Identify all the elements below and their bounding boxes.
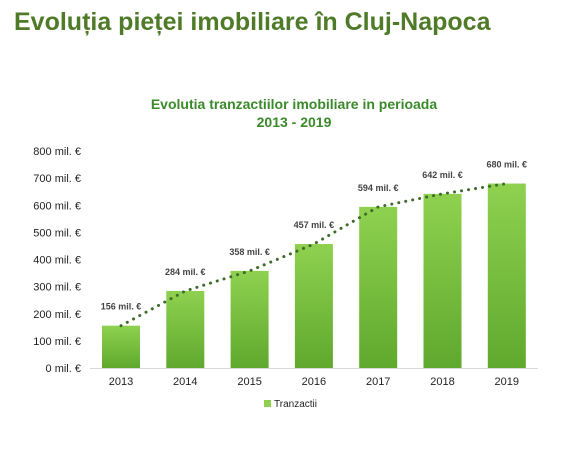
data-label: 358 mil. € <box>229 247 270 257</box>
legend: Tranzactii <box>264 399 317 410</box>
legend-swatch <box>264 400 271 407</box>
data-label: 457 mil. € <box>294 220 335 230</box>
bar <box>102 325 140 368</box>
bar <box>359 206 398 368</box>
y-tick-label: 0 mil. € <box>46 363 81 375</box>
x-tick-label: 2013 <box>109 376 133 388</box>
x-tick-label: 2019 <box>495 376 519 388</box>
bar <box>423 193 462 368</box>
y-tick-label: 200 mil. € <box>33 309 81 321</box>
bar <box>487 183 526 368</box>
chart-title-line-2: 2013 - 2019 <box>257 114 332 130</box>
x-tick-label: 2015 <box>237 376 261 388</box>
bar <box>230 270 269 368</box>
y-tick-label: 500 mil. € <box>33 227 81 239</box>
x-tick-label: 2014 <box>173 376 197 388</box>
y-tick-label: 300 mil. € <box>33 282 81 294</box>
data-label: 642 mil. € <box>422 170 463 180</box>
bar <box>166 290 205 368</box>
x-tick-label: 2018 <box>430 376 454 388</box>
bars <box>102 183 526 368</box>
bar <box>294 244 333 368</box>
y-tick-label: 600 mil. € <box>33 200 81 212</box>
chart-title-line-1: Evolutia tranzactiilor imobiliare in per… <box>151 96 438 112</box>
x-tick-label: 2016 <box>302 376 326 388</box>
data-labels: 156 mil. € 284 mil. € 358 mil. € 457 mil. €… <box>101 160 527 312</box>
y-axis: 0 mil. € 100 mil. € 200 mil. € 300 mil. € 40… <box>33 146 81 375</box>
x-tick-label: 2017 <box>366 376 390 388</box>
page-heading: Evoluția pieței imobiliare în Cluj-Napoc… <box>14 8 491 36</box>
data-label: 284 mil. € <box>165 267 206 277</box>
data-label: 680 mil. € <box>487 160 528 170</box>
y-tick-label: 800 mil. € <box>33 146 81 158</box>
data-label: 156 mil. € <box>101 302 142 312</box>
x-axis: 2013 2014 2015 2016 2017 2018 2019 <box>90 368 538 388</box>
data-label: 594 mil. € <box>358 183 399 193</box>
legend-label: Tranzactii <box>274 399 317 410</box>
y-tick-label: 700 mil. € <box>33 173 81 185</box>
y-tick-label: 100 mil. € <box>33 336 81 348</box>
y-tick-label: 400 mil. € <box>33 255 81 267</box>
